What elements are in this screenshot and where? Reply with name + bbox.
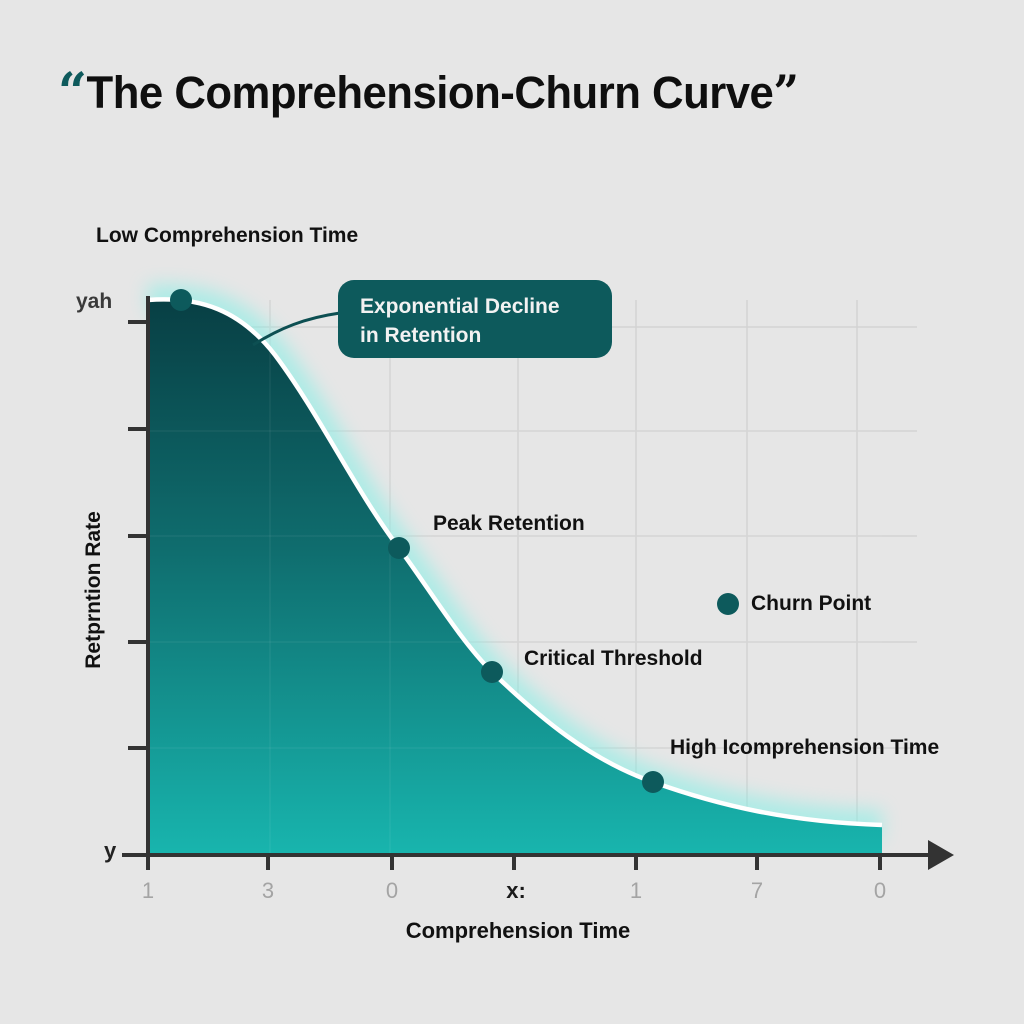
peak-retention-label: Peak Retention [433, 512, 585, 535]
callout-line-2: in Retention [360, 324, 482, 347]
x-axis-ticks [146, 855, 882, 870]
x-tick-label: 0 [385, 878, 399, 903]
x-axis-arrow-icon [928, 840, 954, 870]
close-quote-icon: ” [773, 65, 799, 119]
curve-line [147, 297, 883, 828]
callout-line-1: Exponential Decline [360, 295, 560, 318]
y-axis-top-label: yah [76, 290, 113, 313]
x-tick-label: x: [506, 878, 526, 903]
y-axis-bottom-label: y [104, 838, 117, 863]
x-tick-label: 1 [141, 878, 155, 903]
point-critical-threshold [481, 661, 503, 683]
y-axis-ticks [122, 320, 148, 857]
high-comprehension-time-label: High Icomprehension Time [670, 736, 940, 759]
point-high-time [642, 771, 664, 793]
chart-title-text: The Comprehension-Churn Curve [86, 67, 774, 118]
callout-connector [252, 311, 341, 347]
point-churn [717, 593, 739, 615]
critical-threshold-label: Critical Threshold [524, 647, 703, 670]
x-tick-label: 3 [261, 878, 275, 903]
x-tick-label: 1 [629, 878, 643, 903]
point-start [170, 289, 192, 311]
point-peak-retention [388, 537, 410, 559]
y-axis-title: Retprntion Rate [82, 511, 105, 669]
exponential-decline-callout: Exponential Decline in Retention [338, 280, 612, 358]
chart-title: “The Comprehension-Churn Curve” [58, 62, 799, 123]
x-tick-label: 0 [873, 878, 887, 903]
open-quote-icon: “ [58, 62, 87, 123]
area-fill [148, 299, 882, 855]
churn-point-label: Churn Point [751, 592, 872, 615]
low-comprehension-label: Low Comprehension Time [96, 224, 359, 247]
data-points [170, 289, 739, 793]
x-axis-title: Comprehension Time [405, 918, 631, 943]
x-tick-label: 7 [750, 878, 764, 903]
